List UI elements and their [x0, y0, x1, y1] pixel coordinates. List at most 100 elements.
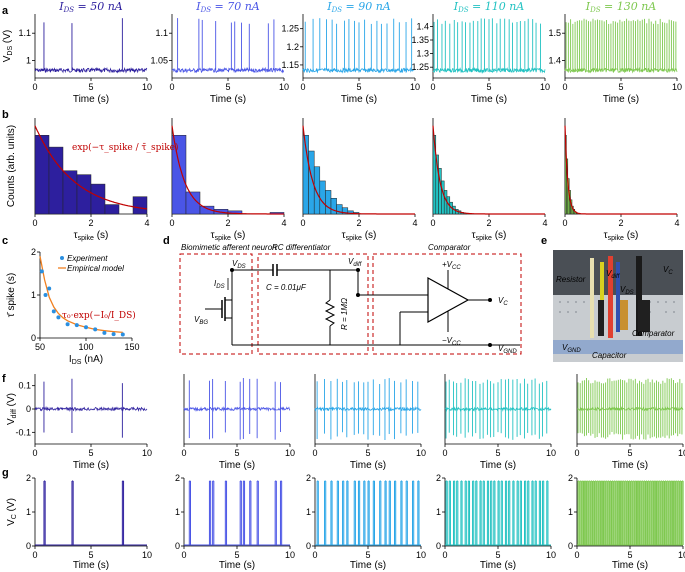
- vdiff-trace-panel: 0 5 10 -0.1 0 0.1 Time (s): [15, 374, 152, 471]
- histogram-bar: [48, 146, 64, 215]
- y-tick-label: 1.3: [416, 49, 429, 59]
- block-rc-title: RC differentiator: [272, 243, 331, 252]
- y-tick-label: 1.15: [281, 60, 299, 70]
- x-tick-label: 0: [32, 550, 37, 560]
- x-tick-label: 0: [169, 82, 174, 92]
- x-tick-label: 5: [88, 448, 93, 458]
- trace-title: IDS = 110 nA: [453, 0, 525, 14]
- voltage-trace-panel: 0 5 10 1 1.1 IDS = 50 nA Time (s): [18, 0, 152, 105]
- y-tick-label: 1: [306, 507, 311, 517]
- exp-annotation: exp(−τ_spike / τ̄_spike): [72, 142, 179, 153]
- x-axis-label: Time (s): [341, 94, 377, 105]
- y-tick-label: 2: [306, 473, 311, 483]
- vdiff-trace-panel: 0 5 10 Time (s): [181, 374, 295, 471]
- x-tick-label: 0: [312, 448, 317, 458]
- trace-baseline: [34, 67, 148, 74]
- y-tick-label: 1: [436, 507, 441, 517]
- y-tick-label: 1: [568, 507, 573, 517]
- histogram-bar: [171, 135, 187, 215]
- svg-text:IDS: IDS: [214, 279, 225, 290]
- svg-text:Vdiff: Vdiff: [348, 257, 363, 268]
- y-tick-label: 2: [26, 473, 31, 483]
- x-tick-label: 0: [442, 550, 447, 560]
- svg-text:VGND: VGND: [498, 344, 517, 355]
- vds-sub: DS: [237, 264, 245, 270]
- histogram-bar: [325, 190, 332, 215]
- exponential-fit: [302, 125, 415, 215]
- experiment-point: [51, 309, 56, 314]
- x-axis-label: τspike (s): [604, 230, 639, 242]
- experiment-point: [43, 293, 48, 297]
- y-tick-label: 1: [31, 290, 36, 300]
- model-annotation: τ₀·exp(−I₀/I_DS): [62, 310, 136, 321]
- svg-text:VC: VC: [498, 296, 508, 307]
- x-tick-label: 5: [495, 550, 500, 560]
- y-tick-label: 1.5: [548, 28, 561, 38]
- y-tick-label: 0: [26, 541, 31, 551]
- x-tick-label: 5: [234, 550, 239, 560]
- svg-text:VBG: VBG: [194, 315, 208, 326]
- resistor-label: R = 1MΩ: [340, 298, 349, 330]
- x-tick-label: 0: [574, 448, 579, 458]
- vc-sub: C: [503, 301, 508, 307]
- histogram-panel: 0 2 4 τspike (s): [430, 118, 548, 242]
- trace-baseline: [302, 67, 416, 74]
- x-tick-label: 10: [410, 82, 420, 92]
- experiment-point: [93, 327, 98, 332]
- y-tick-label: 1.05: [150, 55, 168, 65]
- experiment-point: [65, 322, 70, 327]
- trace-title: IDS = 90 nA: [326, 0, 391, 14]
- x-axis-label: τspike (s): [211, 230, 246, 242]
- x-tick-label: 4: [674, 218, 679, 228]
- vdiff-trace-panel: 0 5 10 Time (s): [574, 374, 685, 471]
- vcc-neg-label: −V: [442, 336, 453, 345]
- x-tick-label: 2: [486, 218, 491, 228]
- voltage-trace-panel: 0 5 10 1.05 1.1 IDS = 70 nA Time (s): [150, 0, 289, 105]
- rc-block: [257, 253, 369, 355]
- panel-e-photo: Resistor Vdiff VDS VC Comparator VGND Ca…: [553, 250, 683, 362]
- vgnd-label: V: [498, 344, 504, 353]
- panel-label-g: g: [2, 467, 9, 479]
- x-tick-label: 0: [169, 218, 174, 228]
- x-axis-label: Time (s): [73, 460, 109, 471]
- ids-sub: DS: [216, 284, 224, 290]
- histogram-bar: [319, 180, 326, 215]
- photo-capacitor-label: Capacitor: [592, 351, 627, 360]
- x-axis-label: τspike (s): [472, 230, 507, 242]
- svg-text:VDS: VDS: [620, 285, 634, 296]
- x-axis-label: Time (s): [350, 460, 386, 471]
- x-tick-label: 10: [285, 448, 295, 458]
- x-tick-label: 0: [32, 218, 37, 228]
- photo-vc: V: [663, 265, 669, 274]
- x-tick-label: 10: [546, 448, 556, 458]
- x-axis-label: τspike (s): [342, 230, 377, 242]
- panel-label-c: c: [2, 235, 8, 247]
- x-axis-label: Time (s): [480, 460, 516, 471]
- histogram-bar: [34, 135, 50, 215]
- ids-label: I: [214, 279, 217, 288]
- x-tick-label: 0: [181, 448, 186, 458]
- x-tick-label: 0: [442, 448, 447, 458]
- x-tick-label: 100: [78, 342, 93, 352]
- panel-label-e: e: [541, 235, 547, 247]
- y-tick-label: 1: [26, 55, 31, 65]
- voltage-trace-panel: 0 5 10 1.15 1.2 1.25 IDS = 90 nA Time (s): [281, 0, 420, 105]
- x-tick-label: 10: [672, 82, 682, 92]
- y-axis-label: Vdiff (V): [6, 393, 18, 425]
- y-tick-label: 0: [306, 541, 311, 551]
- x-tick-label: 5: [88, 550, 93, 560]
- vbg-sub: BG: [199, 320, 208, 326]
- x-tick-label: 5: [365, 448, 370, 458]
- panel-d-circuit: Biomimetic afferent neuron RC differenti…: [179, 243, 522, 355]
- x-axis-label: Time (s): [73, 94, 109, 105]
- voltage-trace-panel: 0 5 10 1.25 1.3 1.35 1.4 IDS = 110 nA Time (s): [411, 0, 550, 105]
- vdiff-trace-panel: 0 5 10 Time (s): [442, 374, 556, 471]
- x-tick-label: 5: [88, 82, 93, 92]
- x-tick-label: 0: [562, 82, 567, 92]
- capacitor-label: C = 0.01μF: [266, 283, 307, 292]
- trace-title: IDS = 70 nA: [195, 0, 260, 14]
- x-tick-label: 0: [300, 218, 305, 228]
- x-tick-label: 5: [486, 82, 491, 92]
